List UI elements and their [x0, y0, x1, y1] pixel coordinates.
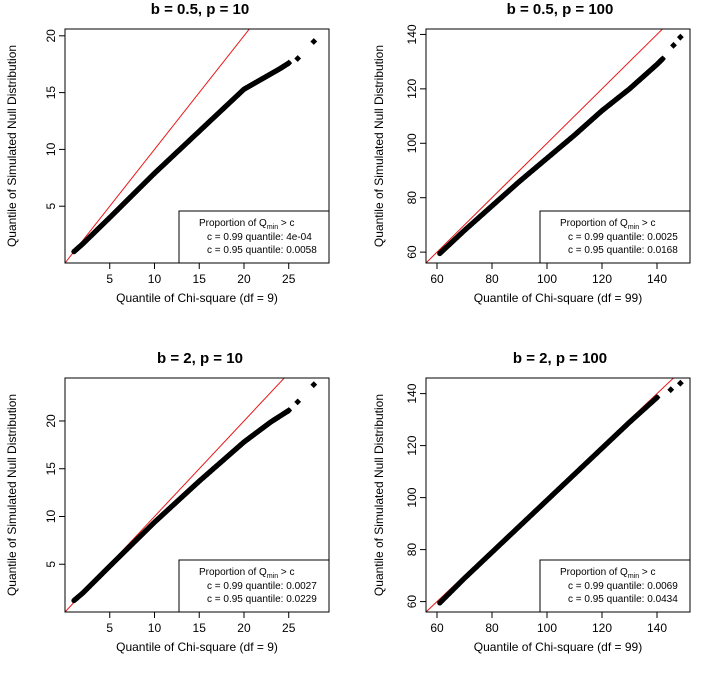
y-tick-label: 5 [44, 561, 58, 568]
qq-point-tail [676, 379, 684, 387]
x-axis-label: Quantile of Chi-square (df = 99) [474, 640, 642, 654]
qq-point-tail [670, 41, 677, 49]
x-axis-label: Quantile of Chi-square (df = 9) [116, 640, 278, 654]
reference-line [65, 29, 250, 263]
x-tick-label: 5 [106, 621, 113, 635]
y-tick-label: 100 [405, 487, 419, 507]
qq-point-tail [310, 381, 318, 389]
y-tick-label: 140 [405, 24, 419, 44]
panel-title: b = 0.5, p = 10 [151, 1, 249, 18]
legend-header: Proportion of Qmin > c [199, 567, 295, 580]
panel-1: b = 0.5, p = 10 5 10 15 20 25 5 10 15 20 Quantile … [5, 1, 330, 305]
legend-line: c = 0.99 quantile: 4e-04 [207, 232, 312, 243]
legend-line: c = 0.99 quantile: 0.0025 [568, 232, 678, 243]
x-tick-label: 80 [485, 621, 499, 635]
y-tick-label: 60 [405, 595, 419, 609]
y-tick-label: 10 [44, 509, 58, 523]
y-tick-label: 80 [405, 191, 419, 205]
legend: Proportion of Qmin > cc = 0.99 quantile:… [539, 210, 691, 264]
legend-line: c = 0.95 quantile: 0.0434 [568, 594, 678, 605]
x-tick-label: 140 [647, 272, 667, 286]
x-tick-label: 100 [537, 272, 557, 286]
x-tick-label: 120 [592, 272, 612, 286]
x-tick-label: 80 [485, 272, 499, 286]
legend: Proportion of Qmin > cc = 0.99 quantile:… [539, 559, 691, 613]
y-tick-label: 60 [405, 245, 419, 259]
x-tick-label: 25 [282, 621, 296, 635]
panel-2: b = 0.5, p = 100 60 80 100 120 140 60 80 100 120 1… [372, 1, 691, 305]
reference-line [426, 29, 664, 263]
y-axis-label: Quantile of Simulated Null Distribution [5, 45, 19, 247]
y-axis-label: Quantile of Simulated Null Distribution [5, 394, 19, 596]
panel-title: b = 0.5, p = 100 [507, 1, 614, 18]
legend: Proportion of Qmin > cc = 0.99 quantile:… [178, 559, 330, 613]
qq-point-tail [659, 55, 666, 63]
legend-box [178, 210, 330, 264]
legend-line: c = 0.95 quantile: 0.0229 [207, 594, 317, 605]
legend-line: c = 0.95 quantile: 0.0168 [568, 245, 678, 256]
panel-title: b = 2, p = 100 [513, 350, 607, 367]
x-tick-label: 25 [282, 272, 296, 286]
qq-point-tail [676, 33, 684, 41]
qq-point-tail [294, 55, 302, 62]
qq-points [437, 379, 684, 606]
panel-4: b = 2, p = 100 60 80 100 120 140 60 80 100 120 140… [372, 350, 691, 654]
x-axis-label: Quantile of Chi-square (df = 9) [116, 291, 278, 305]
x-tick-label: 100 [537, 621, 557, 635]
legend: Proportion of Qmin > cc = 0.99 quantile:… [178, 210, 330, 264]
y-tick-label: 100 [405, 133, 419, 153]
qq-point-tail [285, 59, 293, 67]
y-tick-label: 140 [405, 383, 419, 403]
x-tick-label: 15 [193, 272, 207, 286]
y-tick-label: 15 [44, 86, 58, 100]
qq-points [437, 33, 684, 257]
legend-line: c = 0.99 quantile: 0.0027 [207, 581, 317, 592]
qq-point-tail [310, 38, 318, 45]
y-axis-label: Quantile of Simulated Null Distribution [372, 45, 386, 247]
x-tick-label: 20 [237, 272, 251, 286]
x-tick-label: 5 [106, 272, 113, 286]
legend-line: c = 0.95 quantile: 0.0058 [207, 245, 317, 256]
qq-points [71, 381, 318, 604]
x-tick-label: 140 [647, 621, 667, 635]
legend-header: Proportion of Qmin > c [560, 567, 656, 580]
x-tick-label: 20 [237, 621, 251, 635]
qq-point-tail [653, 394, 661, 401]
y-tick-label: 20 [44, 414, 58, 428]
legend-line: c = 0.99 quantile: 0.0069 [568, 581, 678, 592]
y-tick-label: 10 [44, 142, 58, 156]
panel-title: b = 2, p = 10 [157, 350, 243, 367]
qq-point-tail [294, 398, 302, 406]
x-tick-label: 60 [430, 272, 444, 286]
x-tick-label: 15 [193, 621, 207, 635]
legend-header: Proportion of Qmin > c [199, 218, 295, 231]
qq-point-tail [285, 407, 293, 414]
x-tick-label: 120 [592, 621, 612, 635]
legend-box [178, 559, 330, 613]
x-tick-label: 60 [430, 621, 444, 635]
x-tick-label: 10 [148, 621, 162, 635]
y-tick-label: 80 [405, 543, 419, 557]
y-tick-label: 15 [44, 462, 58, 476]
legend-header: Proportion of Qmin > c [560, 218, 656, 231]
x-axis-label: Quantile of Chi-square (df = 99) [474, 291, 642, 305]
y-axis-label: Quantile of Simulated Null Distribution [372, 394, 386, 596]
legend-box [539, 559, 691, 613]
panel-3: b = 2, p = 10 5 10 15 20 25 5 10 15 20 Quantile of… [5, 350, 330, 654]
y-tick-label: 5 [44, 203, 58, 210]
qq-points [71, 38, 318, 255]
legend-box [539, 210, 691, 264]
x-tick-label: 10 [148, 272, 162, 286]
y-tick-label: 120 [405, 435, 419, 455]
y-tick-label: 20 [44, 29, 58, 43]
qq-point-tail [667, 386, 675, 394]
y-tick-label: 120 [405, 79, 419, 99]
